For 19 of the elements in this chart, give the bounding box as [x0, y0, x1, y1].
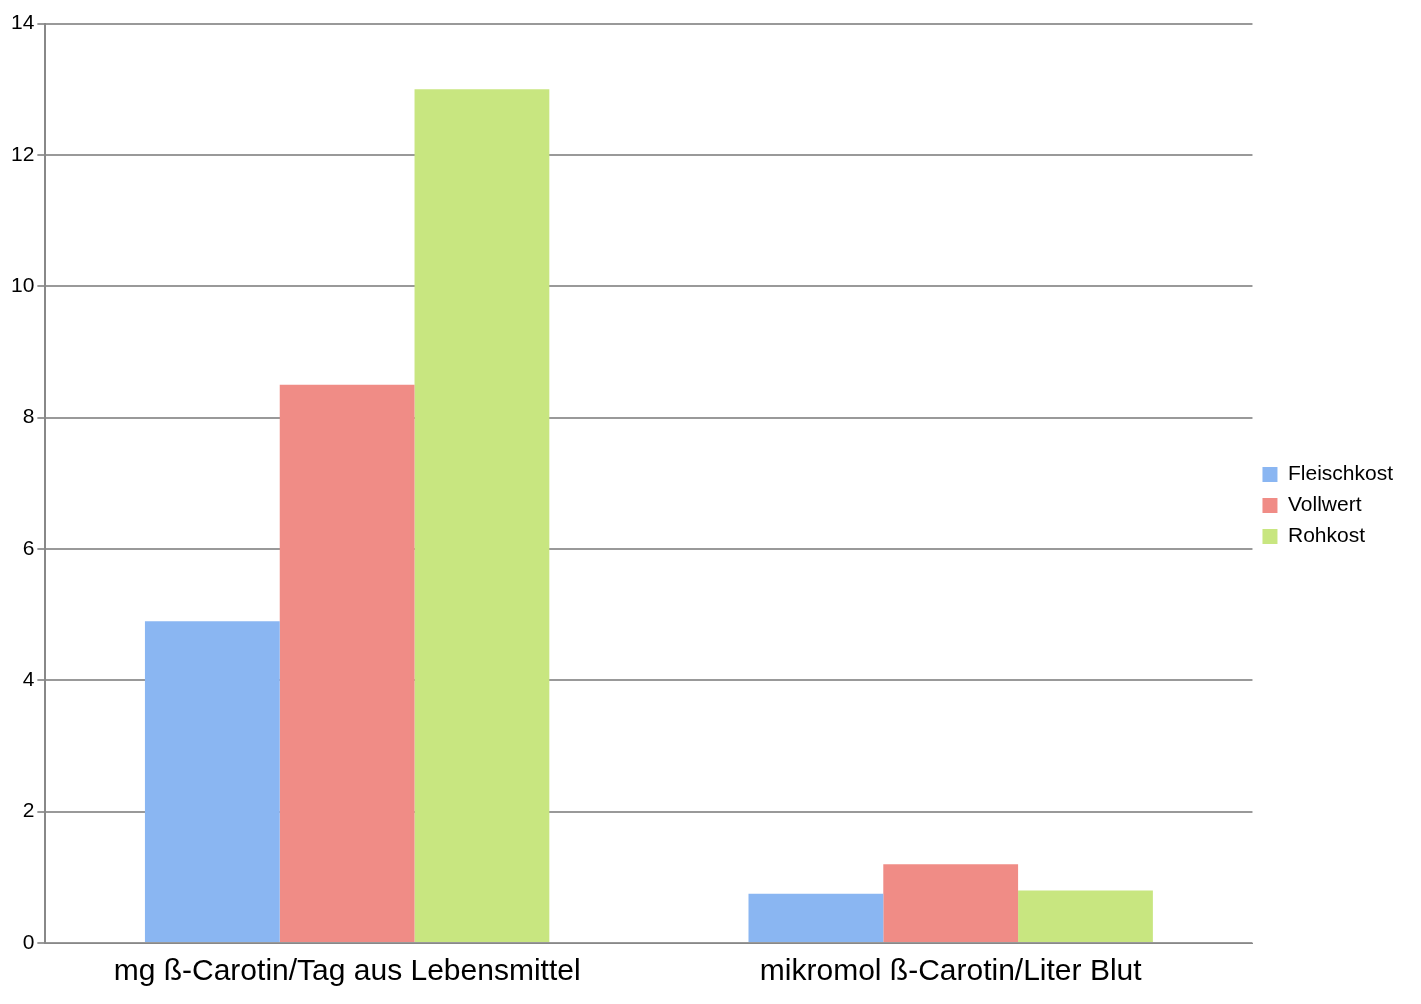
- bar: [414, 89, 550, 942]
- y-tick-label: 6: [22, 535, 35, 559]
- x-tick-label: mikromol ß-Carotin/Liter Blut: [759, 953, 1143, 987]
- y-tick-label: 8: [22, 404, 35, 428]
- y-tick-label: 0: [22, 929, 35, 953]
- y-tick-label: 10: [11, 273, 35, 297]
- bar: [1018, 890, 1153, 942]
- bar: [748, 893, 884, 942]
- bar: [144, 621, 280, 942]
- legend-label: Rohkost: [1287, 523, 1366, 547]
- y-tick-label: 4: [22, 667, 35, 691]
- legend-label: Fleischkost: [1287, 461, 1394, 485]
- x-tick-label: mg ß-Carotin/Tag aus Lebensmittel: [113, 953, 581, 987]
- y-tick-label: 14: [11, 10, 35, 34]
- y-tick-label: 2: [22, 798, 35, 822]
- y-tick-label: 12: [11, 141, 35, 165]
- legend-label: Vollwert: [1287, 492, 1362, 516]
- bar: [279, 384, 415, 942]
- bar: [883, 864, 1019, 942]
